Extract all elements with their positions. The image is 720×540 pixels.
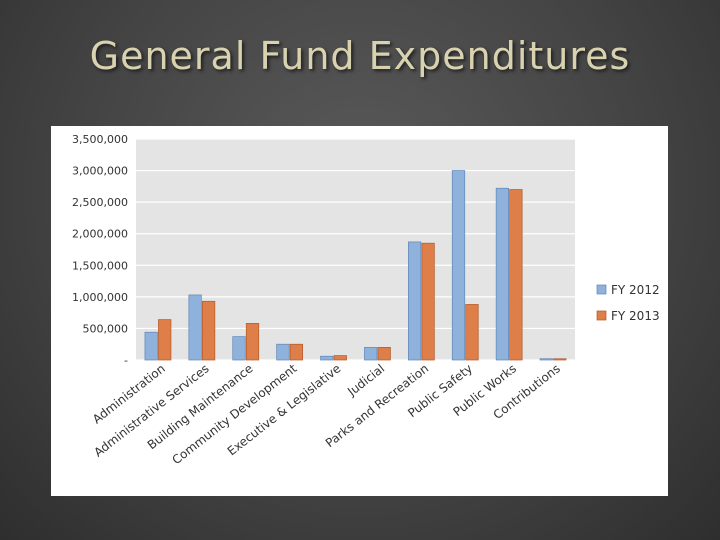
y-tick-label: 3,500,000	[72, 133, 128, 146]
bar-fy2013	[158, 319, 172, 361]
legend-swatch	[596, 310, 607, 321]
legend-swatch	[596, 284, 607, 295]
bar-fy2013	[289, 343, 303, 361]
bar-fy2012	[320, 355, 334, 361]
y-tick-label: -	[124, 354, 128, 367]
y-tick-label: 2,500,000	[72, 196, 128, 209]
bar-chart: - 500,000 1,000,000 1,500,000 2,000,000 2,500…	[72, 133, 660, 467]
y-tick-label: 500,000	[83, 322, 129, 335]
bar-fy2013	[245, 323, 260, 361]
bar-fy2012	[232, 336, 246, 361]
bar-fy2012	[144, 331, 158, 361]
y-tick-label: 1,500,000	[72, 259, 128, 272]
bar-fy2013	[202, 300, 216, 361]
y-axis-ticks: - 500,000 1,000,000 1,500,000 2,000,000 2,500…	[72, 133, 128, 367]
bar-fy2012	[451, 170, 466, 361]
bar-fy2013	[509, 189, 523, 361]
chart-frame: - 500,000 1,000,000 1,500,000 2,000,000 2,500…	[51, 126, 668, 496]
y-tick-label: 2,000,000	[72, 228, 128, 241]
y-tick-label: 3,000,000	[72, 165, 128, 178]
bar-fy2013	[333, 355, 347, 361]
legend: FY 2012 FY 2013	[596, 283, 660, 323]
y-tick-label: 1,000,000	[72, 291, 128, 304]
bar-fy2012	[364, 347, 378, 361]
plot-area	[136, 139, 575, 360]
bar-fy2013	[553, 358, 567, 361]
slide-title: General Fund Expenditures	[89, 34, 631, 78]
bar-fy2012	[495, 187, 509, 361]
legend-label: FY 2012	[611, 283, 660, 297]
bar-fy2012	[408, 241, 422, 361]
bar-fy2012	[188, 294, 202, 361]
x-tick-label: Administration	[90, 361, 168, 426]
bar-fy2013	[465, 304, 479, 361]
bar-fy2012	[539, 358, 553, 361]
bar-fy2012	[276, 343, 290, 361]
bar-fy2013	[377, 347, 391, 361]
bar-fy2013	[421, 242, 435, 361]
bars	[144, 170, 567, 361]
legend-label: FY 2013	[611, 309, 660, 323]
